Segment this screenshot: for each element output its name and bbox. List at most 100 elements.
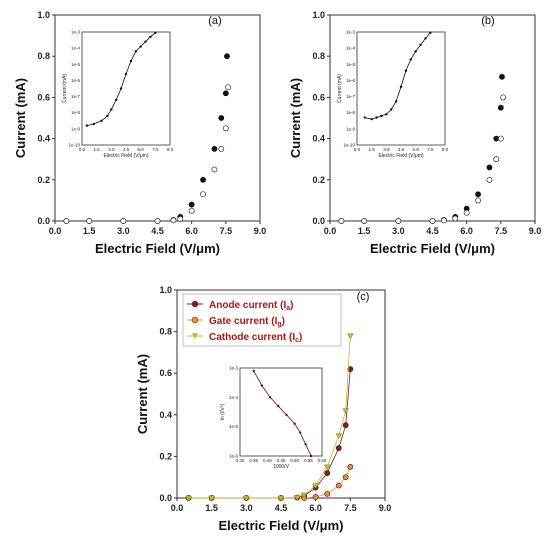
data-point [188, 207, 195, 214]
data-point [342, 422, 349, 429]
y-axis-label: Current (mA) [135, 354, 150, 434]
inset-x-tick-label: 7.5 [427, 147, 434, 152]
data-point [335, 445, 342, 451]
data-point [218, 145, 225, 152]
inset-x-tick-label: 0.60 [318, 458, 327, 463]
x-axis-label: Electric Field (V/μm) [219, 518, 344, 533]
inset-data-point [385, 113, 388, 116]
inset-x-label: Electric Field (V/μm) [103, 153, 148, 159]
x-tick-label: 4.5 [426, 226, 439, 236]
panel-label: (a) [208, 15, 221, 27]
y-tick-label: 0.0 [37, 216, 50, 226]
y-tick-label: 0.6 [159, 368, 172, 378]
inset-x-tick-label: 0.0 [79, 147, 86, 152]
legend-label: Cathode current (Ic) [209, 332, 302, 344]
data-point [338, 218, 345, 224]
inset-data-point [414, 50, 417, 53]
inset-data-point [154, 31, 157, 35]
inset-x-tick-label: 9.0 [167, 147, 174, 152]
inset-data-point [100, 119, 103, 122]
legend-marker [191, 316, 199, 324]
inset-x-label: 1000/V [273, 464, 290, 470]
data-point [222, 125, 229, 132]
inset-y-tick-label: 1e-10 [68, 143, 80, 148]
inset-y-tick-label: 1e-4 [229, 395, 239, 400]
inset-data-point [390, 108, 393, 111]
y-tick-label: 0.8 [159, 327, 172, 337]
y-tick-label: 0.8 [312, 51, 325, 61]
x-axis-label: Electric Field (V/μm) [370, 241, 495, 256]
inset-data-point [298, 431, 302, 434]
inset-data-point [92, 122, 95, 126]
data-point [499, 73, 505, 80]
data-point [211, 145, 218, 152]
y-tick-label: 0.2 [37, 175, 50, 185]
data-point [323, 464, 331, 471]
inset-data-point [85, 124, 89, 127]
inset-data-point [139, 45, 142, 48]
inset-data-point [419, 43, 422, 47]
inset-data-point [129, 59, 133, 63]
inset-data-point [375, 116, 378, 119]
x-tick-label: 9.0 [379, 503, 392, 513]
inset-x-tick-label: 0.40 [263, 458, 272, 463]
data-point [493, 156, 500, 163]
data-point [86, 218, 93, 224]
data-point [335, 433, 343, 439]
inset-x-tick-label: 6.0 [138, 147, 145, 152]
inset-y-label: Current (mA) [337, 74, 343, 103]
data-point [120, 218, 127, 224]
inset-y-tick-label: 1e-8 [71, 110, 81, 115]
inset-y-tick-label: 1e-6 [71, 78, 81, 83]
y-tick-label: 0.6 [37, 92, 50, 102]
data-point [63, 218, 70, 224]
x-tick-label: 9.0 [529, 226, 542, 236]
inset-x-tick-label: 0.45 [277, 458, 286, 463]
inset-data-point [268, 396, 272, 399]
data-point [225, 84, 232, 90]
legend-label: Anode current (Ia) [209, 300, 293, 312]
y-tick-label: 0.2 [159, 451, 172, 461]
inset-x-tick-label: 0.50 [290, 458, 299, 463]
inset-frame [81, 31, 171, 146]
inset-x-tick-label: 9.0 [442, 147, 449, 152]
inset-y-tick-label: 1e-5 [346, 62, 356, 67]
inset-y-tick-label: 1e-7 [71, 94, 81, 99]
inset-x-tick-label: 4.5 [398, 147, 405, 152]
data-point [185, 495, 192, 502]
x-tick-label: 4.5 [151, 226, 164, 236]
data-point [440, 217, 447, 224]
inset-data-point [277, 404, 280, 408]
data-point [222, 90, 229, 97]
data-point [218, 115, 225, 121]
y-tick-label: 1.0 [37, 10, 50, 20]
data-point [500, 94, 507, 101]
inset-y-tick-label: 1e-5 [229, 424, 239, 429]
data-point [475, 197, 481, 204]
data-point [170, 217, 177, 224]
x-tick-label: 3.0 [392, 226, 405, 236]
inset-y-label: ln (I/V²) [220, 403, 226, 420]
data-point [177, 216, 184, 222]
y-tick-label: 0.0 [312, 216, 325, 226]
inset-x-tick-label: 4.5 [123, 147, 130, 152]
data-point [486, 176, 493, 183]
y-tick-label: 0.6 [312, 92, 325, 102]
inset-y-tick-label: 1e-3 [71, 30, 81, 35]
data-point [242, 495, 250, 502]
x-tick-label: 3.0 [240, 503, 253, 513]
y-tick-label: 0.4 [159, 410, 172, 420]
x-tick-label: 9.0 [254, 226, 267, 236]
inset-frame [356, 31, 446, 146]
inset-data-point [370, 117, 373, 121]
x-tick-label: 4.5 [275, 503, 288, 513]
inset-data-point [309, 454, 313, 458]
inset-frame [239, 367, 323, 457]
y-axis-label: Current (mA) [288, 78, 303, 158]
data-point [342, 408, 350, 415]
data-point [347, 366, 354, 372]
inset-x-tick-label: 3.0 [108, 147, 115, 152]
inset-y-tick-label: 1e-8 [346, 110, 356, 115]
chart-panel-3: 0.0 1.5 3.0 4.5 6.0 7.5 9.0 0.0 0.2 0.4 0.6 0.8 1.0 E… [135, 285, 391, 533]
